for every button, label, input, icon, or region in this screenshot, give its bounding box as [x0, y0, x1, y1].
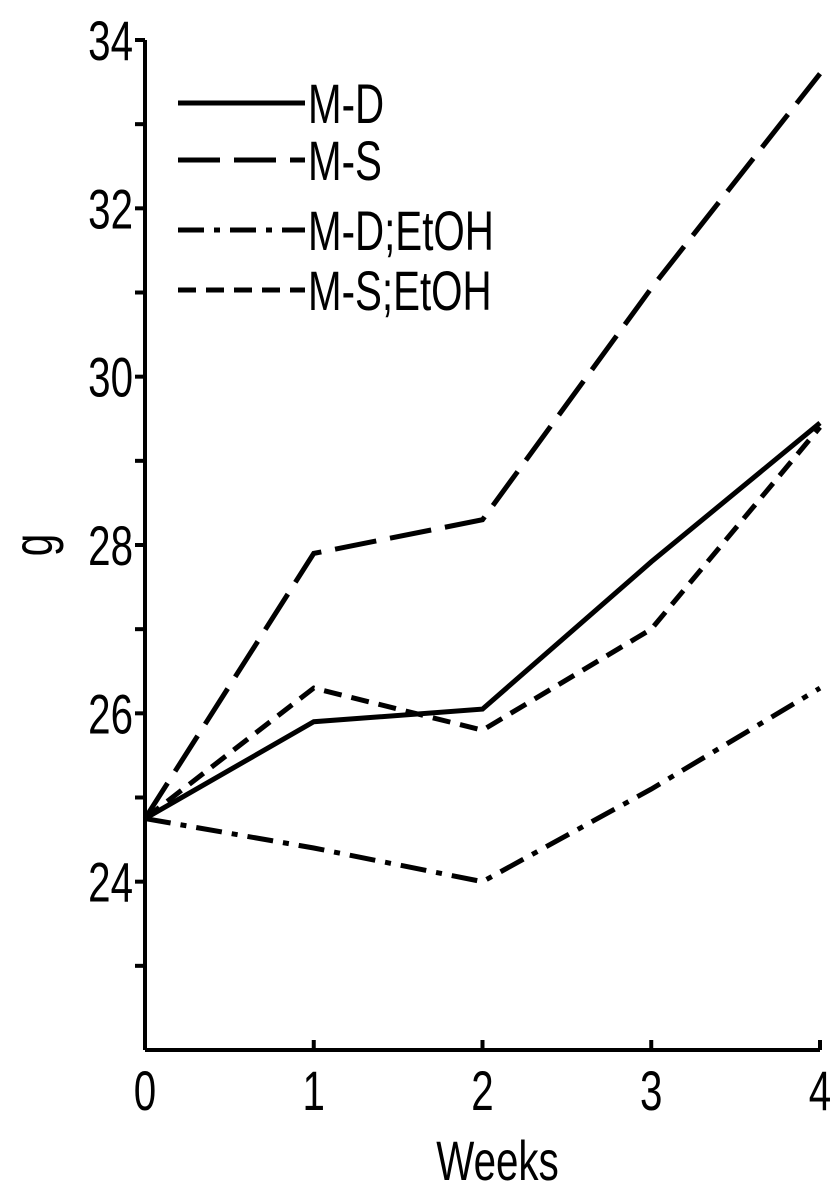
series-line: [143, 421, 822, 821]
y-tick-label: 24: [88, 852, 133, 914]
y-tick-label: 32: [88, 179, 133, 241]
series-line: [143, 425, 822, 821]
y-tick-label: 34: [88, 11, 133, 73]
x-axis-label: Weeks: [436, 1131, 558, 1188]
x-tick-label: 0: [134, 1061, 156, 1123]
legend-label: M-D: [308, 74, 384, 136]
series-line: [142, 72, 822, 820]
x-tick-label: 4: [809, 1061, 831, 1123]
x-tick-label: 1: [303, 1061, 325, 1123]
y-axis-label: g: [3, 534, 65, 556]
x-tick-label: 3: [640, 1061, 662, 1123]
legend-label: M-S: [308, 131, 382, 193]
y-tick-label: 28: [88, 516, 133, 578]
y-tick-label: 30: [88, 347, 133, 409]
x-tick-label: 2: [471, 1061, 493, 1123]
legend-label: M-D;EtOH: [308, 201, 494, 263]
series-line: [144, 685, 822, 885]
y-tick-label: 26: [88, 684, 133, 746]
legend-label: M-S;EtOH: [308, 261, 492, 323]
